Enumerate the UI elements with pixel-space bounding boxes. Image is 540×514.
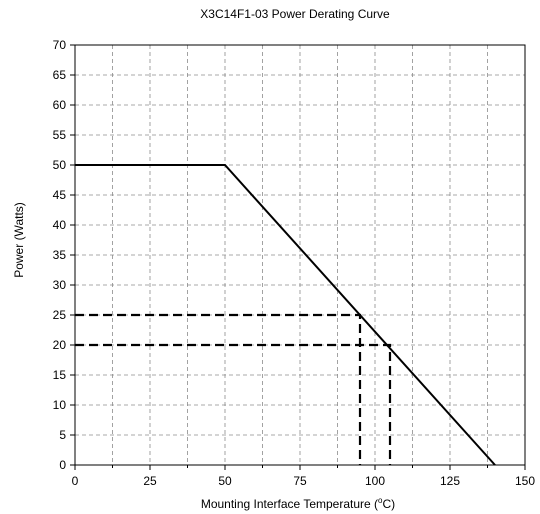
- x-tick-labels: 0 25 50 75 100 125 150: [72, 474, 536, 488]
- y-tick-label: 40: [53, 218, 67, 232]
- y-tick-label: 65: [53, 68, 67, 82]
- y-tick-label: 20: [53, 338, 67, 352]
- y-tick-label: 10: [53, 398, 67, 412]
- grid-lines: [75, 45, 525, 465]
- y-tick-label: 25: [53, 308, 67, 322]
- y-tick-label: 70: [53, 38, 67, 52]
- x-axis-label: Mounting Interface Temperature (oC): [201, 496, 395, 511]
- plot-lines: [75, 164, 496, 466]
- x-tick-label: 0: [72, 474, 79, 488]
- y-tick-label: 30: [53, 278, 67, 292]
- x-tick-label: 150: [515, 474, 535, 488]
- y-tick-label: 55: [53, 128, 67, 142]
- y-axis-label: Power (Watts): [12, 202, 26, 278]
- x-axis-label-tail: C): [383, 497, 396, 511]
- chart-title: X3C14F1-03 Power Derating Curve: [200, 7, 390, 21]
- y-tick-labels: 0 5 10 15 20 25 30 35 40 45 50 55 60 65 70: [53, 38, 67, 472]
- x-axis-label-main: Mounting Interface Temperature (: [201, 497, 378, 511]
- reference-line: [75, 343, 392, 465]
- reference-line: [75, 313, 362, 465]
- y-tick-label: 60: [53, 98, 67, 112]
- y-tick-label: 50: [53, 158, 67, 172]
- x-tick-label: 25: [143, 474, 157, 488]
- x-tick-label: 75: [293, 474, 307, 488]
- derating-curve: [75, 164, 496, 466]
- y-tick-label: 0: [59, 458, 66, 472]
- axis-ticks: [70, 44, 526, 470]
- x-tick-label: 50: [218, 474, 232, 488]
- y-tick-label: 45: [53, 188, 67, 202]
- x-tick-label: 125: [440, 474, 460, 488]
- x-axis-label-sup: o: [378, 496, 383, 505]
- y-tick-label: 5: [59, 428, 66, 442]
- y-tick-label: 35: [53, 248, 67, 262]
- y-tick-label: 15: [53, 368, 67, 382]
- x-tick-label: 100: [365, 474, 385, 488]
